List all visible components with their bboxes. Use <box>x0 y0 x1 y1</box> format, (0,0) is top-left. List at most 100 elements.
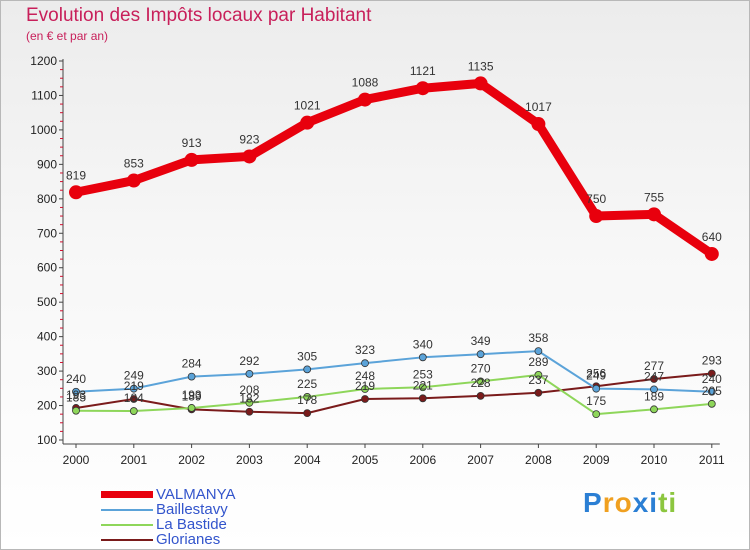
data-label: 923 <box>239 132 259 146</box>
data-label: 755 <box>644 190 664 204</box>
data-label: 292 <box>239 354 259 368</box>
chart-title: Evolution des Impôts locaux par Habitant <box>26 5 372 26</box>
data-point <box>245 369 254 378</box>
y-tick-label: 400 <box>37 330 57 344</box>
data-label: 219 <box>355 379 375 393</box>
data-point <box>361 395 369 403</box>
logo-letter: x <box>632 487 650 518</box>
data-label: 284 <box>182 357 202 371</box>
logo-letter: P <box>583 487 603 518</box>
data-point <box>589 209 604 224</box>
data-label: 178 <box>297 393 317 407</box>
series-line-valmanya <box>71 78 717 259</box>
x-tick-label: 2002 <box>178 453 205 467</box>
y-tick-label: 200 <box>37 399 57 413</box>
data-label: 248 <box>355 369 375 383</box>
series-line-la-bastide <box>75 373 713 416</box>
x-tick-label: 2001 <box>120 453 147 467</box>
data-point <box>704 246 719 261</box>
data-point <box>650 375 658 383</box>
y-tick-label: 500 <box>37 295 57 309</box>
y-tick-label: 600 <box>37 261 57 275</box>
x-tick-label: 2008 <box>525 453 552 467</box>
data-label: 189 <box>644 389 664 403</box>
legend-swatch <box>101 539 153 541</box>
data-point <box>69 185 83 200</box>
data-label: 349 <box>471 334 491 348</box>
data-point <box>592 384 601 393</box>
data-label: 750 <box>586 192 606 206</box>
data-label: 189 <box>182 389 202 403</box>
logo-letter: o <box>614 487 633 518</box>
data-point <box>534 370 543 379</box>
data-label: 208 <box>239 383 259 397</box>
data-label: 1088 <box>352 76 379 90</box>
data-point <box>72 387 80 396</box>
data-label: 249 <box>586 369 606 383</box>
data-point <box>707 399 716 408</box>
data-point <box>476 377 485 386</box>
data-label: 193 <box>182 388 202 402</box>
data-point <box>650 405 658 414</box>
data-label: 340 <box>413 337 433 351</box>
chart-axes: 100 200 300 400 500 600 700 800 900 1000 1100 1200 2… <box>30 54 725 467</box>
data-label: 253 <box>413 367 433 381</box>
series-line-glorianes <box>75 372 713 415</box>
data-point <box>531 117 546 132</box>
data-label: 256 <box>586 366 606 380</box>
legend-label: VALMANYA <box>156 486 236 503</box>
legend-swatch <box>101 509 153 511</box>
data-point <box>415 81 430 96</box>
x-tick-label: 2011 <box>699 453 725 467</box>
y-tick-label: 800 <box>37 192 57 206</box>
data-point <box>418 394 427 403</box>
data-point <box>361 359 369 368</box>
data-point <box>303 365 312 374</box>
data-label: 237 <box>528 373 548 387</box>
data-point <box>476 391 485 400</box>
data-label: 819 <box>66 168 86 182</box>
data-point <box>418 353 427 362</box>
x-tick-label: 2007 <box>467 453 494 467</box>
data-point <box>129 395 138 403</box>
data-point <box>303 393 312 401</box>
legend-label: Baillestavy <box>156 501 228 518</box>
data-point <box>534 388 543 397</box>
data-label: 225 <box>297 377 317 391</box>
data-point <box>184 152 199 167</box>
data-label: 1017 <box>525 100 552 114</box>
data-label: 358 <box>528 331 548 345</box>
data-point <box>187 404 196 412</box>
proxiti-logo: Proxiti <box>583 487 677 519</box>
data-point <box>707 369 716 378</box>
y-tick-label: 700 <box>37 226 57 240</box>
data-point <box>650 385 658 394</box>
data-point <box>72 406 80 415</box>
data-point <box>129 407 138 415</box>
data-label: 270 <box>471 361 491 375</box>
series-line-baillestavy <box>75 350 713 393</box>
data-point <box>129 384 138 393</box>
data-label: 193 <box>66 388 86 402</box>
logo-letter: i <box>668 487 678 518</box>
data-point <box>707 387 716 396</box>
data-label: 913 <box>182 136 202 150</box>
legend-swatch <box>101 524 153 526</box>
data-label: 205 <box>702 384 722 398</box>
data-label: 221 <box>413 378 433 392</box>
data-point <box>358 92 372 107</box>
data-point <box>647 207 661 222</box>
data-point <box>592 410 601 419</box>
data-label: 289 <box>528 355 548 369</box>
x-tick-label: 2010 <box>641 453 668 467</box>
data-label: 184 <box>124 391 144 405</box>
data-label: 305 <box>297 349 317 363</box>
data-point <box>242 149 257 164</box>
data-point <box>476 350 485 359</box>
data-label: 247 <box>644 369 664 383</box>
y-tick-label: 100 <box>37 433 57 447</box>
chart-subtitle: (en € et par an) <box>26 29 109 43</box>
data-label: 240 <box>702 372 722 386</box>
